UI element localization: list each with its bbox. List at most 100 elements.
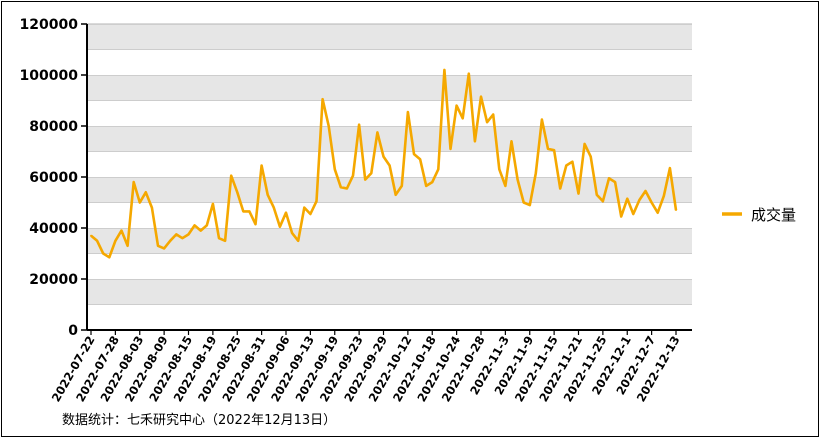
data-point xyxy=(486,121,488,124)
data-point xyxy=(644,190,647,192)
data-point xyxy=(669,167,671,169)
data-point xyxy=(126,244,129,247)
data-point xyxy=(565,164,568,167)
y-tick-label: 20000 xyxy=(29,272,78,288)
data-point xyxy=(352,174,354,177)
data-point xyxy=(321,98,324,101)
data-point xyxy=(492,113,495,116)
data-point xyxy=(504,185,507,187)
data-point xyxy=(90,234,92,237)
data-point xyxy=(461,117,464,120)
data-point xyxy=(193,224,196,227)
grid-band xyxy=(87,279,692,305)
y-tick-label: 120000 xyxy=(20,17,79,33)
data-point xyxy=(157,244,159,247)
data-point xyxy=(297,239,300,242)
data-point xyxy=(224,239,226,242)
y-tick-label: 0 xyxy=(68,323,78,339)
data-point xyxy=(388,164,391,167)
source-note: 数据统计：七禾研究中心（2022年12月13日） xyxy=(62,413,337,428)
data-point xyxy=(108,256,111,259)
data-point xyxy=(132,181,135,184)
data-point xyxy=(309,213,312,215)
grid-band xyxy=(87,75,692,101)
data-point xyxy=(413,153,415,155)
data-point xyxy=(181,237,184,240)
data-point xyxy=(254,223,257,226)
data-point xyxy=(656,211,659,214)
grid-band xyxy=(87,202,692,228)
data-point xyxy=(638,199,641,201)
data-point xyxy=(626,197,629,200)
data-point xyxy=(589,155,592,158)
data-point xyxy=(675,209,677,212)
data-point xyxy=(151,206,153,209)
data-point xyxy=(595,193,598,196)
grid-band xyxy=(87,177,692,203)
data-point xyxy=(498,168,501,171)
data-point xyxy=(608,177,610,180)
data-point xyxy=(620,215,623,218)
data-point xyxy=(425,185,428,187)
data-point xyxy=(102,252,105,255)
data-point xyxy=(96,239,98,242)
data-point xyxy=(315,200,318,203)
data-point xyxy=(650,201,653,204)
data-point xyxy=(163,247,166,250)
data-point xyxy=(236,191,239,194)
grid-band xyxy=(87,228,692,254)
data-point xyxy=(662,195,665,198)
data-point xyxy=(601,200,604,203)
data-point xyxy=(571,160,574,163)
data-point xyxy=(370,172,373,175)
data-point xyxy=(516,178,519,181)
data-point xyxy=(333,168,336,171)
data-point xyxy=(364,178,367,181)
data-point xyxy=(144,191,147,194)
y-tick-label: 60000 xyxy=(29,170,78,186)
data-point xyxy=(272,206,275,209)
data-point xyxy=(541,118,543,121)
data-point xyxy=(376,131,379,134)
data-point xyxy=(467,72,470,75)
grid-band xyxy=(87,24,692,50)
data-point xyxy=(169,239,172,242)
data-point xyxy=(577,192,580,195)
y-axis: 0 20000 40000 60000 80000 100000 120000 xyxy=(20,17,88,339)
data-point xyxy=(327,125,330,127)
data-point xyxy=(285,211,287,214)
data-point xyxy=(480,95,482,98)
legend-label-volume: 成交量 xyxy=(751,206,796,224)
y-tick-label: 40000 xyxy=(29,221,78,237)
data-point xyxy=(614,181,616,184)
data-point xyxy=(632,213,635,215)
data-point xyxy=(138,201,141,204)
data-point xyxy=(534,172,537,175)
data-point xyxy=(528,204,531,206)
data-point xyxy=(437,168,440,171)
data-point xyxy=(114,239,117,242)
grid-band xyxy=(87,126,692,152)
data-point xyxy=(553,149,556,152)
data-point xyxy=(205,224,208,227)
data-point xyxy=(455,104,458,107)
data-point xyxy=(242,210,245,213)
y-tick-label: 100000 xyxy=(20,68,79,84)
data-point xyxy=(449,148,452,150)
data-point xyxy=(248,210,251,213)
series-layer xyxy=(90,68,678,259)
grid-band xyxy=(87,304,692,330)
data-point xyxy=(431,181,434,184)
data-point xyxy=(230,174,233,177)
data-point xyxy=(358,123,361,126)
data-point xyxy=(260,164,263,167)
data-point xyxy=(218,237,220,240)
data-point xyxy=(175,233,178,236)
data-point xyxy=(510,140,513,143)
data-point xyxy=(303,206,306,209)
data-point xyxy=(406,111,409,113)
data-point xyxy=(400,185,403,187)
data-point xyxy=(346,187,348,190)
data-point xyxy=(474,140,476,143)
